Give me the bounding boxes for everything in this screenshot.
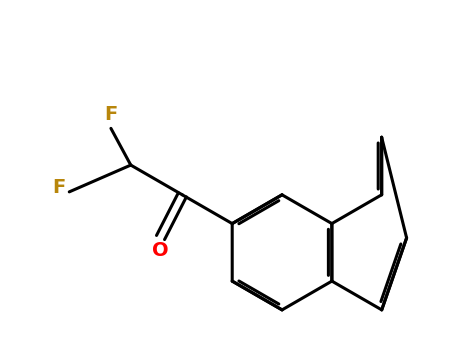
Text: O: O [152, 241, 169, 260]
Text: F: F [104, 105, 117, 124]
Text: F: F [52, 178, 66, 197]
